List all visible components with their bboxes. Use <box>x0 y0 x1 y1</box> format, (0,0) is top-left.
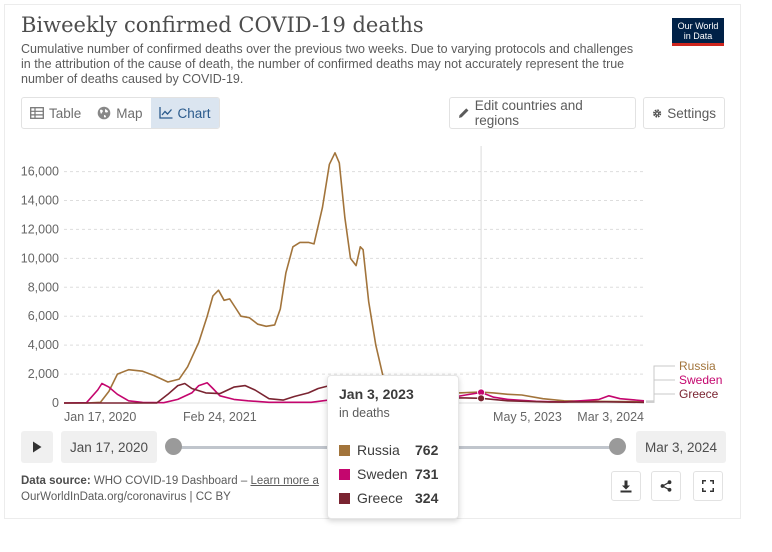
y-tick-label: 12,000 <box>21 222 59 236</box>
y-tick-label: 0 <box>52 396 59 410</box>
legend-label-russia[interactable]: Russia <box>679 359 716 373</box>
chart-subtitle: Cumulative number of confirmed deaths ov… <box>21 42 634 86</box>
y-tick-label: 16,000 <box>21 165 59 179</box>
tooltip-date: Jan 3, 2023 <box>339 386 414 402</box>
legend-label-greece[interactable]: Greece <box>679 387 719 401</box>
tooltip-swatch <box>339 468 350 480</box>
y-tick-label: 6,000 <box>28 309 59 323</box>
tab-table-label: Table <box>49 105 82 121</box>
tooltip-row-russia: Russia 762 <box>339 438 447 462</box>
tooltip-value: 762 <box>415 442 439 458</box>
play-icon <box>33 441 42 453</box>
legend-connector <box>646 365 675 403</box>
y-tick-label: 10,000 <box>21 251 59 265</box>
hover-marker-greece <box>477 394 485 403</box>
tooltip-entity: Russia <box>357 442 400 458</box>
tab-chart-label: Chart <box>177 105 211 121</box>
timeline-start-handle[interactable] <box>165 438 182 455</box>
series-line-russia[interactable] <box>64 152 645 404</box>
logo-line2: in Data <box>683 31 713 41</box>
download-icon <box>620 480 632 492</box>
source-prefix: Data source: <box>21 475 91 487</box>
logo-line1: Our World <box>677 21 719 31</box>
y-tick-label: 8,000 <box>28 280 59 294</box>
tooltip-row-sweden: Sweden 731 <box>339 462 447 486</box>
table-icon <box>30 107 44 119</box>
tab-chart[interactable]: Chart <box>150 98 219 128</box>
y-tick-label: 4,000 <box>28 338 59 352</box>
gear-icon <box>653 108 662 118</box>
tooltip-swatch <box>339 444 350 456</box>
legend-connector <box>646 393 675 403</box>
expand-icon <box>702 480 714 492</box>
edit-countries-label: Edit countries and regions <box>474 98 583 128</box>
y-tick-label: 2,000 <box>28 367 59 381</box>
x-tick-label: Feb 24, 2021 <box>183 410 257 424</box>
fullscreen-button[interactable] <box>693 471 723 501</box>
settings-button[interactable]: Settings <box>643 97 725 129</box>
series-line-greece[interactable] <box>64 382 645 404</box>
line-chart-icon <box>158 107 173 119</box>
legend-label-sweden[interactable]: Sweden <box>679 373 722 387</box>
tooltip-entity: Sweden <box>357 466 408 482</box>
x-tick-label: Jan 17, 2020 <box>64 410 136 424</box>
x-tick-label: May 5, 2023 <box>493 410 562 424</box>
y-axis: 0 2,000 4,000 6,000 8,000 10,000 12,000 14,000 1… <box>21 165 59 410</box>
settings-label: Settings <box>667 105 716 121</box>
chart-title: Biweekly confirmed COVID-19 deaths <box>21 13 424 37</box>
tooltip-unit: in deaths <box>339 406 390 420</box>
play-button[interactable] <box>21 431 53 463</box>
view-tabs: Table Map Chart <box>21 97 220 129</box>
timeline-start-date[interactable]: Jan 17, 2020 <box>61 431 158 463</box>
source-text: WHO COVID-19 Dashboard – <box>93 475 248 487</box>
share-button[interactable] <box>651 471 681 501</box>
series-line-sweden[interactable] <box>63 382 645 404</box>
owid-logo[interactable]: Our World in Data <box>672 18 724 46</box>
y-tick-label: 14,000 <box>21 194 59 208</box>
learn-more-link[interactable]: Learn more a <box>250 475 319 487</box>
globe-icon <box>97 106 111 120</box>
tab-map-label: Map <box>116 105 143 121</box>
tooltip-value: 731 <box>415 466 439 482</box>
x-tick-label: Mar 3, 2024 <box>577 410 644 424</box>
tooltip-row-greece: Greece 324 <box>339 486 447 510</box>
source-note: Data source: WHO COVID-19 Dashboard – Le… <box>21 473 319 505</box>
series-layer <box>63 152 645 404</box>
tooltip-value: 324 <box>415 490 439 506</box>
share-icon <box>660 480 672 492</box>
edit-countries-button[interactable]: Edit countries and regions <box>449 97 636 129</box>
pencil-icon <box>458 108 469 118</box>
tab-map[interactable]: Map <box>89 98 150 128</box>
timeline-end-date[interactable]: Mar 3, 2024 <box>636 431 727 463</box>
grid-layer <box>64 171 644 404</box>
source-url: OurWorldInData.org/coronavirus | CC BY <box>21 491 231 503</box>
download-button[interactable] <box>611 471 641 501</box>
tooltip-swatch <box>339 492 350 504</box>
timeline-end-handle[interactable] <box>609 438 626 455</box>
hover-markers <box>477 388 485 403</box>
tooltip-entity: Greece <box>357 490 403 506</box>
legend-connector <box>646 379 675 402</box>
logo-accent-bar <box>672 43 724 46</box>
hover-tooltip: Jan 3, 2023 in deaths Russia 762 Sweden … <box>327 375 459 519</box>
tab-table[interactable]: Table <box>22 98 89 128</box>
